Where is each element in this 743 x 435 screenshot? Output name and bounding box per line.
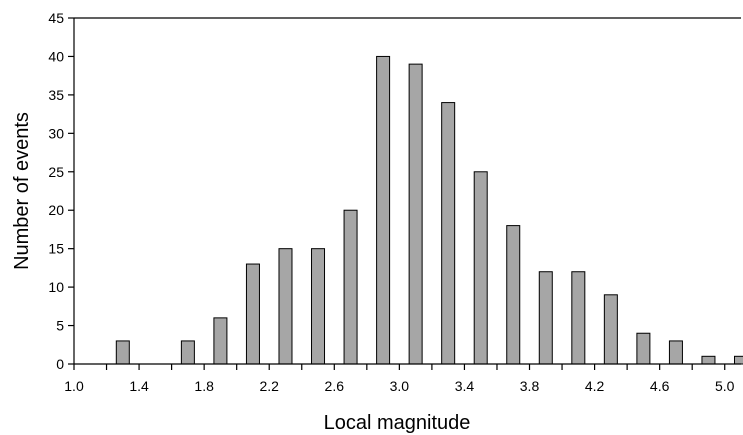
- x-tick-label: 4.2: [585, 378, 605, 394]
- y-tick-label: 35: [48, 87, 64, 103]
- x-tick-label: 1.0: [64, 378, 84, 394]
- x-tick-label: 1.8: [194, 378, 214, 394]
- y-tick-label: 45: [48, 10, 64, 26]
- x-tick-label: 3.4: [455, 378, 475, 394]
- histogram-bar: [734, 355, 743, 365]
- y-tick-label: 0: [56, 356, 64, 372]
- histogram-bar: [473, 171, 488, 365]
- x-axis-title: Local magnitude: [324, 412, 471, 434]
- bars-group: [115, 55, 743, 365]
- histogram-bar: [376, 55, 391, 365]
- histogram-bar: [343, 209, 358, 365]
- y-tick-label: 30: [48, 125, 64, 141]
- y-ticks-group: 0 5 10 15 20 25 30 35 40 45: [48, 10, 74, 372]
- histogram-bar: [311, 248, 326, 365]
- y-tick-label: 5: [56, 318, 64, 334]
- y-tick-label: 20: [48, 202, 64, 218]
- y-tick-label: 10: [48, 279, 64, 295]
- x-tick-label: 1.4: [129, 378, 149, 394]
- histogram-bar: [506, 225, 521, 365]
- x-tick-label: 2.2: [259, 378, 279, 394]
- histogram-bar: [538, 271, 553, 365]
- x-tick-label: 3.8: [520, 378, 540, 394]
- histogram-bar: [701, 355, 716, 365]
- histogram-bar: [668, 340, 683, 365]
- histogram-bar: [603, 294, 618, 365]
- y-tick-label: 40: [48, 48, 64, 64]
- histogram-bar: [408, 63, 423, 365]
- y-axis-title: Number of events: [11, 112, 33, 270]
- histogram-bar: [115, 340, 130, 365]
- histogram-bar: [571, 271, 586, 365]
- x-tick-label: 5.0: [715, 378, 735, 394]
- x-ticks-group: 1.0 1.4 1.8 2.2 2.6 3.0 3.4 3.8 4.2 4.6 5.0: [64, 364, 735, 394]
- x-tick-label: 2.6: [325, 378, 345, 394]
- histogram-bar: [278, 248, 293, 365]
- x-tick-label: 3.0: [390, 378, 410, 394]
- histogram-bar: [636, 332, 651, 365]
- y-tick-label: 25: [48, 164, 64, 180]
- y-tick-label: 15: [48, 241, 64, 257]
- histogram-bar: [245, 263, 260, 365]
- histogram-bar: [441, 102, 456, 365]
- histogram-bar: [180, 340, 195, 365]
- histogram-bar: [213, 317, 228, 365]
- x-tick-label: 4.6: [650, 378, 670, 394]
